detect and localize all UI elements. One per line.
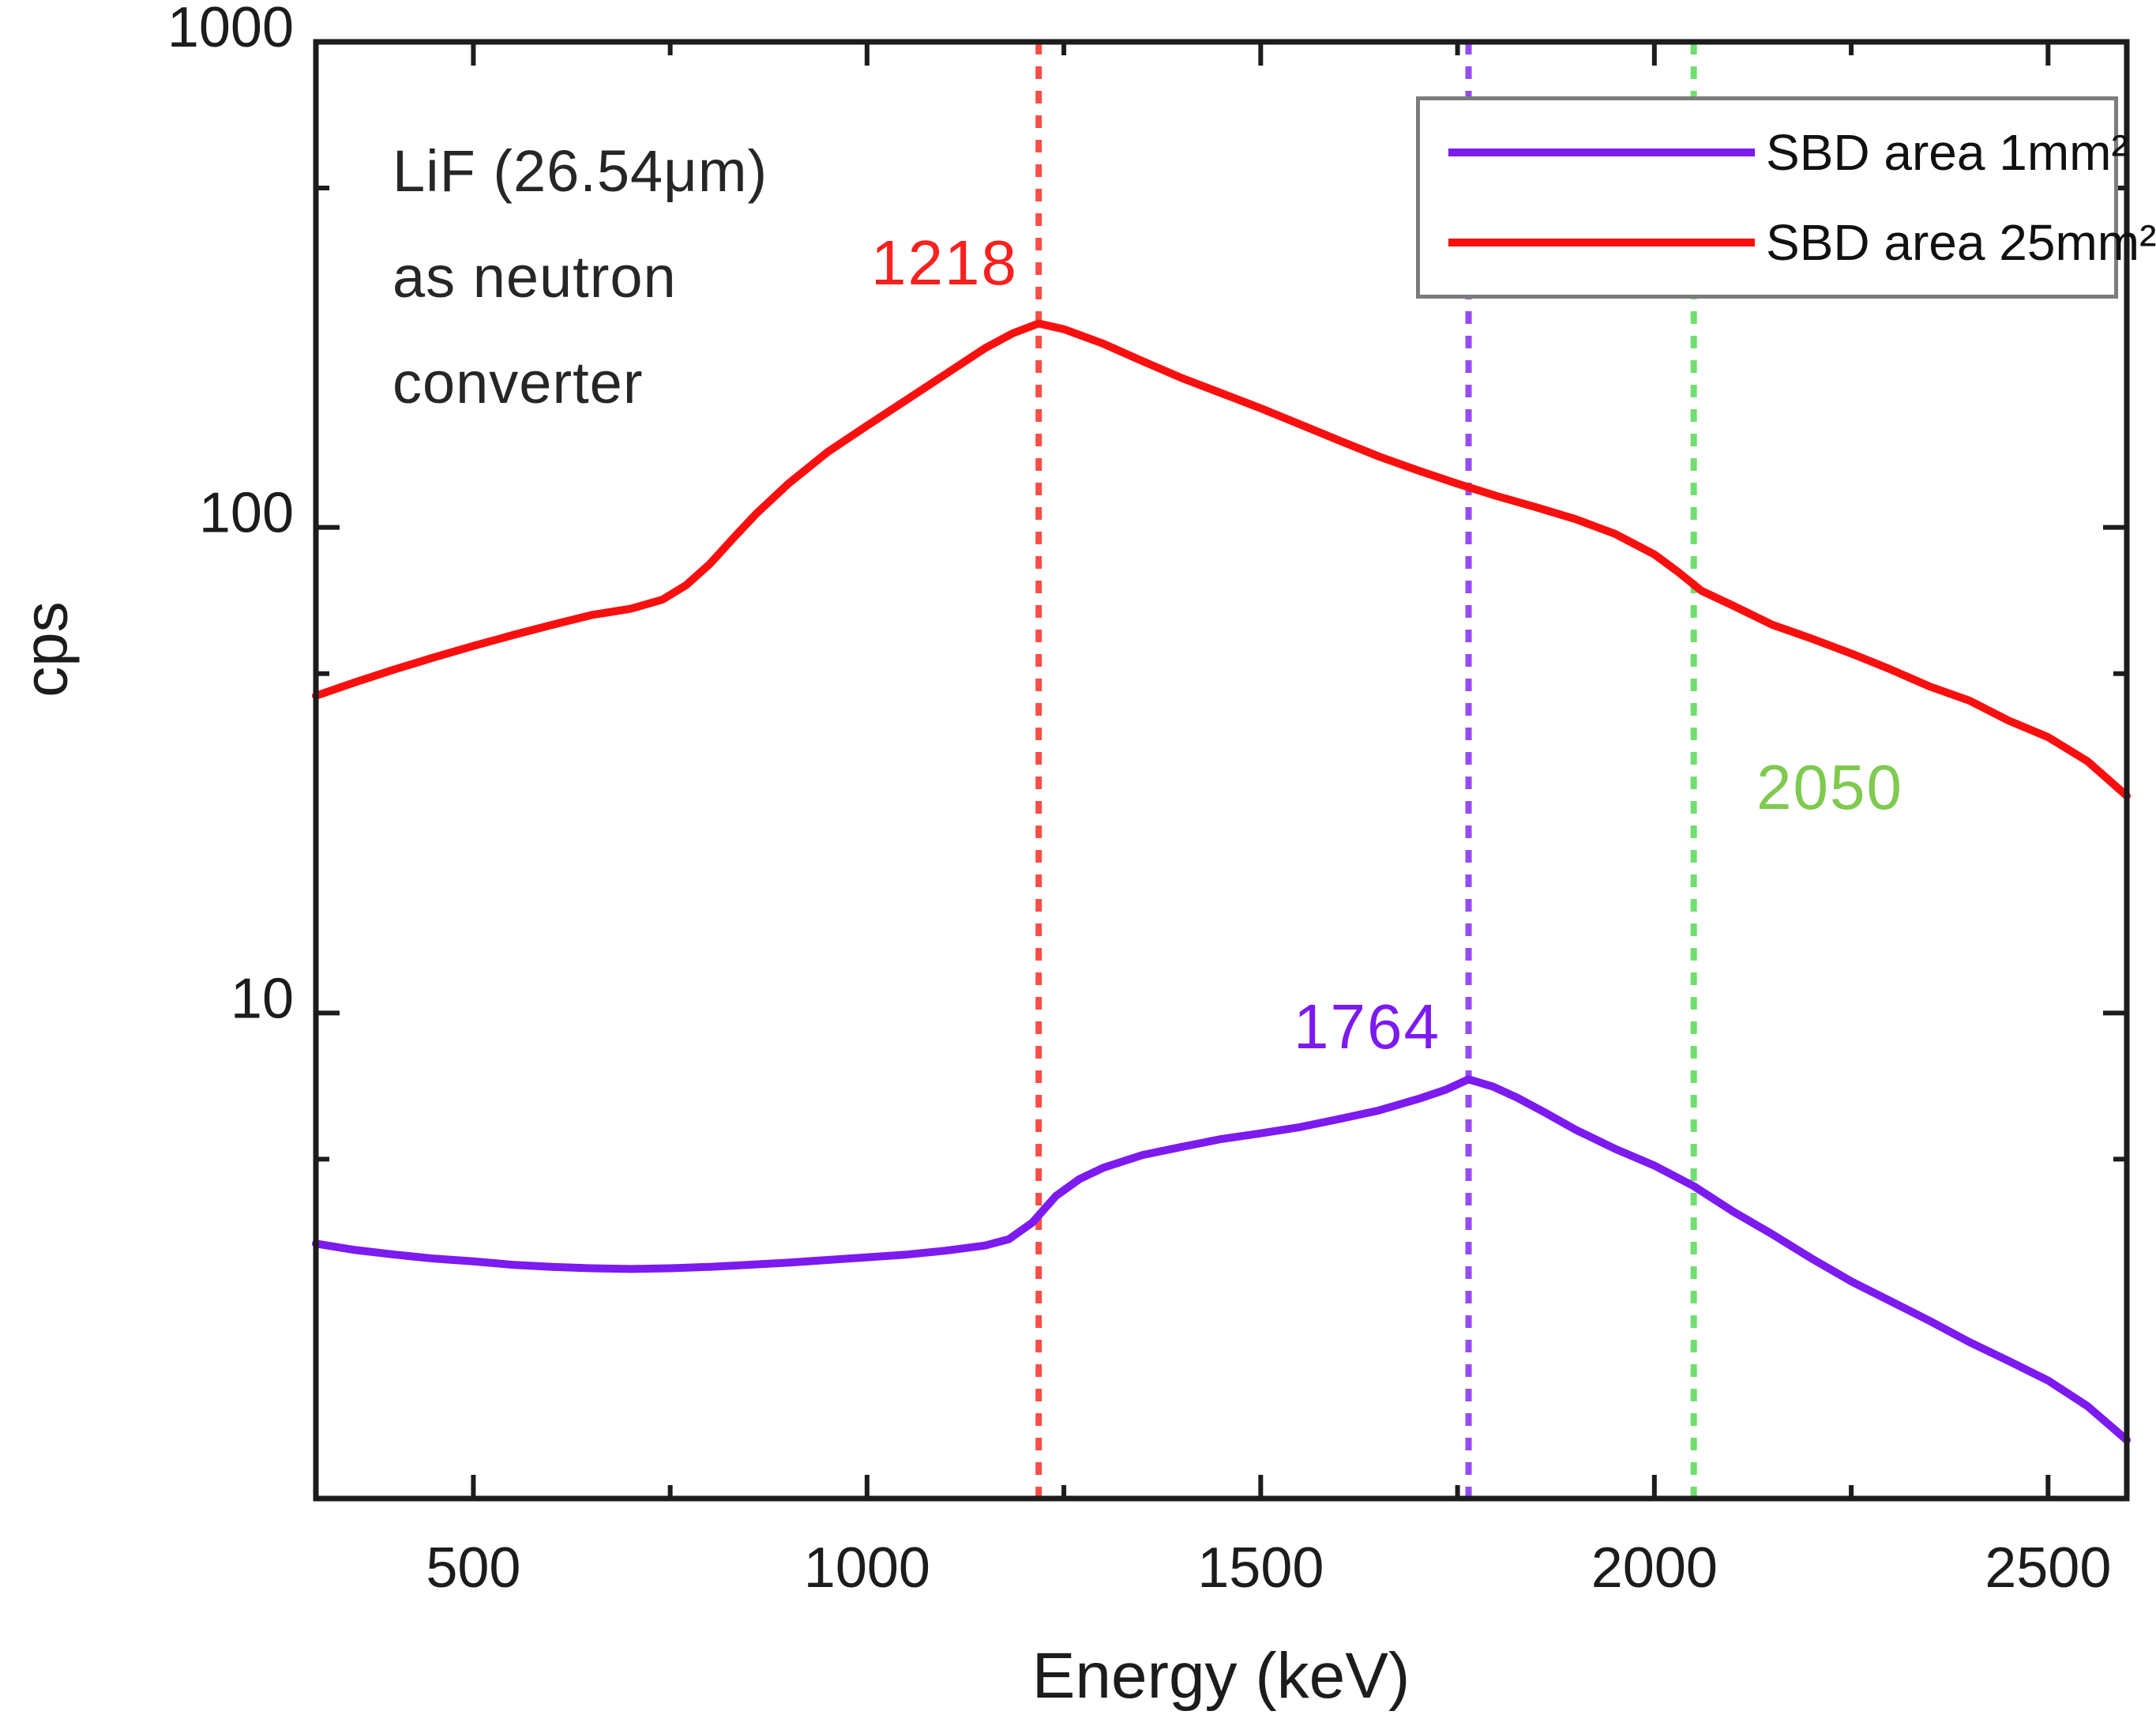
x-tick-label: 500: [426, 1536, 520, 1600]
x-tick-label: 1000: [804, 1536, 930, 1600]
series-line-0: [312, 1075, 2131, 1444]
legend: SBD area 1mm² SBD area 25mm²: [1416, 96, 2156, 299]
x-tick-label: 2000: [1591, 1536, 1718, 1600]
peak-label-2050: 2050: [1756, 752, 1903, 822]
y-tick-label: 10: [231, 967, 294, 1030]
x-tick-label: 2500: [1985, 1536, 2111, 1600]
legend-label: SBD area 25mm²: [1766, 214, 2156, 271]
legend-item-sbd-1mm: SBD area 1mm²: [1448, 107, 2128, 197]
x-axis-title: Energy (keV): [1031, 1640, 1410, 1712]
peak-label-1218: 1218: [871, 228, 1018, 298]
y-axis-title: cps: [10, 601, 81, 698]
converter-annotation: LiF (26.54μm) as neutron converter: [393, 138, 768, 416]
x-tick-label: 1500: [1197, 1536, 1324, 1600]
legend-label: SBD area 1mm²: [1766, 124, 2128, 181]
y-tick-label: 1000: [167, 0, 294, 59]
y-tick-label: 100: [199, 482, 294, 545]
legend-line-sample-purple: [1448, 149, 1755, 156]
legend-item-sbd-25mm: SBD area 25mm²: [1448, 197, 2156, 288]
legend-line-sample-red: [1448, 239, 1755, 246]
plot-frame: [313, 39, 2130, 1502]
series-line-1: [312, 319, 2131, 800]
peak-label-1764: 1764: [1294, 991, 1440, 1062]
